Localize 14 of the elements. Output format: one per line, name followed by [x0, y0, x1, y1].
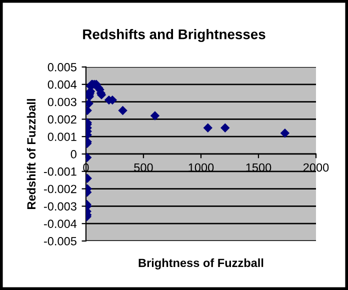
y-tick-label: 0.004	[48, 80, 77, 89]
y-tick-label: 0.003	[48, 98, 76, 106]
y-tick-label: 0	[70, 150, 76, 158]
y-tick-label: 0.005	[48, 63, 76, 72]
x-axis-title: Brightness of Fuzzball	[138, 258, 264, 270]
y-tick-label: -0.003	[44, 202, 76, 211]
y-tick-label: 0.001	[48, 132, 76, 141]
y-tick-label: -0.005	[44, 237, 76, 246]
y-tick-label: 0.002	[48, 115, 76, 124]
chart-title: Redshifts and Brightnesses	[83, 29, 266, 42]
y-tick-label: -0.001	[44, 167, 76, 176]
y-tick-label: -0.004	[44, 220, 77, 228]
y-axis-title: Redshift of Fuzzball	[26, 99, 36, 209]
y-tick-label: -0.002	[44, 184, 76, 194]
